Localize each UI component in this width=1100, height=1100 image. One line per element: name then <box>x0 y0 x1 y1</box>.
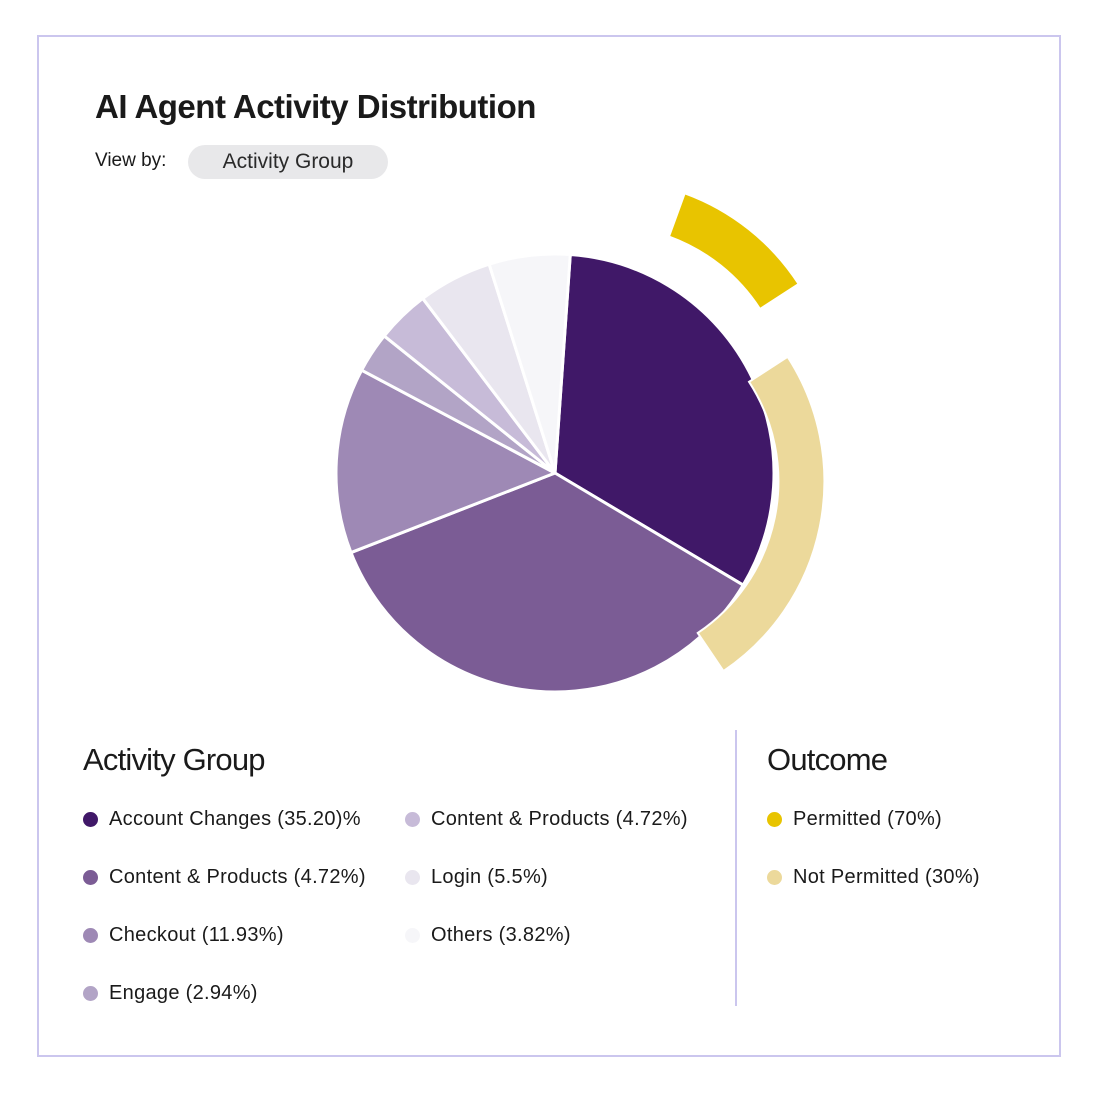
legend-item-content-products-2[interactable]: Content & Products (4.72%) <box>405 805 688 833</box>
legend-label: Others (3.82%) <box>431 923 571 946</box>
legend-outcome-title: Outcome <box>767 742 888 777</box>
legend-label: Not Permitted (30%) <box>793 865 980 888</box>
legend-item-permitted[interactable]: Permitted (70%) <box>767 805 942 833</box>
ring-slice-not-permitted[interactable] <box>696 355 826 673</box>
legend-label: Account Changes (35.20)% <box>109 807 361 830</box>
legend-swatch <box>83 927 98 943</box>
chart-title: AI Agent Activity Distribution <box>95 88 536 125</box>
inner-slices-group <box>334 252 776 694</box>
pie-slice-others-6[interactable] <box>487 252 572 475</box>
outer-ring-group <box>667 191 826 673</box>
legend-label: Permitted (70%) <box>793 807 942 830</box>
legend-item-others[interactable]: Others (3.82%) <box>405 921 571 949</box>
legend-item-not-permitted[interactable]: Not Permitted (30%) <box>767 863 980 891</box>
legend-swatch <box>767 811 782 827</box>
legend-swatch <box>405 927 420 943</box>
legend-label: Engage (2.94%) <box>109 981 258 1004</box>
legend-swatch <box>83 811 98 827</box>
legend-activity-title: Activity Group <box>83 742 266 777</box>
legend-item-engage[interactable]: Engage (2.94%) <box>83 979 258 1007</box>
legend-item-login[interactable]: Login (5.5%) <box>405 863 548 891</box>
legend-item-content-products[interactable]: Content & Products (4.72%) <box>83 863 366 891</box>
legend-item-account-changes[interactable]: Account Changes (35.20)% <box>83 805 361 833</box>
legend-item-checkout[interactable]: Checkout (11.93%) <box>83 921 284 949</box>
ring-slice-permitted[interactable] <box>667 191 801 311</box>
legend-label: Login (5.5%) <box>431 865 548 888</box>
pie-slice-checkout-2[interactable] <box>334 368 557 555</box>
legend-label: Content & Products (4.72%) <box>109 865 366 888</box>
legend-label: Checkout (11.93%) <box>109 923 284 946</box>
legend-swatch <box>767 869 782 885</box>
legend-swatch <box>405 811 420 827</box>
legend-swatch <box>83 869 98 885</box>
view-by-dropdown[interactable]: Activity Group <box>188 145 388 179</box>
view-by-label: View by: <box>95 150 167 171</box>
legend-swatch <box>405 869 420 885</box>
pie-slice-account-changes-0[interactable] <box>553 253 776 587</box>
legend-label: Content & Products (4.72%) <box>431 807 688 830</box>
legend-divider <box>735 730 737 1006</box>
legend-swatch <box>83 985 98 1001</box>
